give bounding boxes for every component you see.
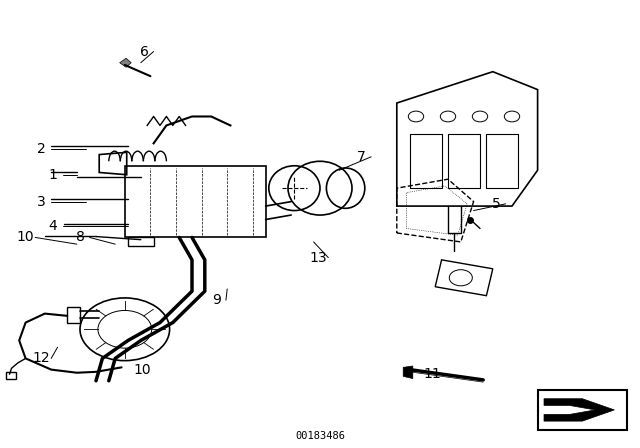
- Polygon shape: [120, 58, 131, 67]
- Text: 8: 8: [76, 230, 84, 245]
- Bar: [538, 390, 627, 430]
- Text: 00183486: 00183486: [295, 431, 345, 441]
- Text: 11: 11: [423, 367, 441, 381]
- Text: 13: 13: [310, 250, 328, 265]
- Text: 2: 2: [37, 142, 46, 156]
- Polygon shape: [544, 399, 614, 421]
- Text: 1: 1: [49, 168, 58, 182]
- Text: 5: 5: [492, 197, 500, 211]
- Text: 10: 10: [133, 362, 151, 377]
- Text: 10: 10: [17, 230, 35, 245]
- Bar: [410, 134, 442, 188]
- Polygon shape: [403, 366, 413, 379]
- Text: 3: 3: [37, 194, 46, 209]
- Bar: [486, 134, 518, 188]
- Text: 9: 9: [212, 293, 221, 307]
- Bar: [486, 134, 518, 188]
- Bar: [448, 134, 480, 188]
- Text: 12: 12: [33, 351, 51, 366]
- Bar: [448, 134, 480, 188]
- Text: 7: 7: [357, 150, 366, 164]
- Text: 4: 4: [49, 219, 58, 233]
- Bar: [410, 134, 442, 188]
- Text: 6: 6: [140, 44, 148, 59]
